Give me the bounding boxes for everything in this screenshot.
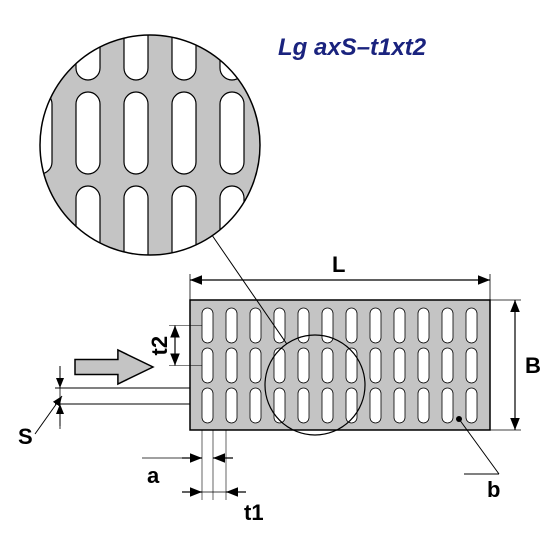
perforated-sheet <box>190 300 490 430</box>
label-t2: t2 <box>147 336 172 356</box>
label-t1: t1 <box>244 500 264 525</box>
label-L: L <box>332 252 345 277</box>
label-S: S <box>18 424 33 449</box>
label-B: B <box>525 353 541 378</box>
magnifier-detail <box>28 0 292 268</box>
feed-arrow <box>75 350 153 384</box>
label-a: a <box>147 463 160 488</box>
diagram-title: Lg axS–t1xt2 <box>278 34 427 61</box>
label-b: b <box>487 477 500 502</box>
